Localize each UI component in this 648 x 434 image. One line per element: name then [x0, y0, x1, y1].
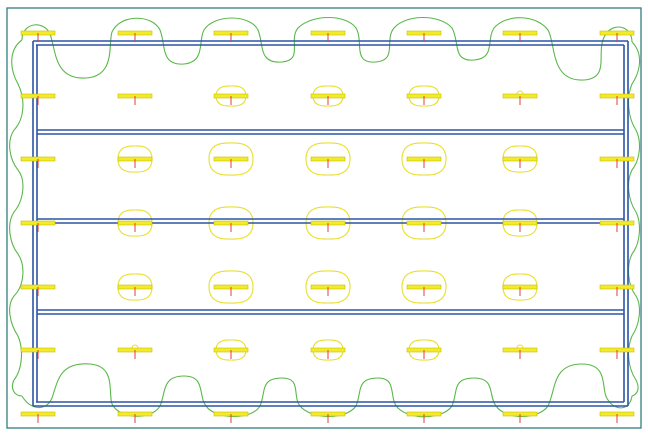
luminaire — [502, 284, 538, 296]
luminaire — [310, 93, 346, 105]
luminaire — [20, 30, 56, 42]
contour-large — [208, 270, 254, 304]
luminaire — [310, 284, 346, 296]
luminaire — [502, 220, 538, 232]
luminaire — [502, 347, 538, 359]
luminaire — [406, 30, 442, 42]
luminaire — [213, 411, 249, 423]
luminaire — [406, 156, 442, 168]
room-boundary — [6, 7, 642, 429]
luminaire — [20, 93, 56, 105]
luminaire — [599, 284, 635, 296]
luminaire — [502, 411, 538, 423]
luminaire — [213, 220, 249, 232]
luminaire — [310, 156, 346, 168]
contour-top-edge — [21, 17, 633, 81]
luminaire — [406, 93, 442, 105]
luminaire — [406, 220, 442, 232]
luminaire — [406, 347, 442, 359]
luminaire — [20, 220, 56, 232]
luminaire — [117, 93, 153, 105]
luminaire — [213, 30, 249, 42]
contour-large — [401, 142, 447, 176]
luminaire — [310, 411, 346, 423]
contour-large — [208, 142, 254, 176]
luminaire — [20, 347, 56, 359]
luminaire — [213, 284, 249, 296]
contour-large — [305, 270, 351, 304]
luminaire — [310, 220, 346, 232]
luminaire — [406, 411, 442, 423]
luminaire — [599, 347, 635, 359]
luminaire — [599, 93, 635, 105]
luminaire — [213, 156, 249, 168]
luminaire — [117, 347, 153, 359]
luminaire — [406, 284, 442, 296]
luminaire — [599, 156, 635, 168]
luminaire — [213, 347, 249, 359]
luminaire — [117, 284, 153, 296]
luminaire-grid — [20, 30, 635, 423]
luminaire — [502, 156, 538, 168]
luminaire — [117, 220, 153, 232]
contour-large — [305, 142, 351, 176]
luminaire — [599, 411, 635, 423]
luminaire — [20, 411, 56, 423]
luminaire — [117, 156, 153, 168]
luminaire — [599, 220, 635, 232]
luminaire — [20, 284, 56, 296]
luminaire — [117, 30, 153, 42]
luminaire — [502, 93, 538, 105]
luminaire — [599, 30, 635, 42]
luminaire — [502, 30, 538, 42]
luminaire — [20, 156, 56, 168]
luminaire — [310, 347, 346, 359]
contour-left-edge — [9, 39, 24, 397]
contour-large — [401, 270, 447, 304]
luminaire — [310, 30, 346, 42]
luminaire — [117, 411, 153, 423]
luminaire — [213, 93, 249, 105]
